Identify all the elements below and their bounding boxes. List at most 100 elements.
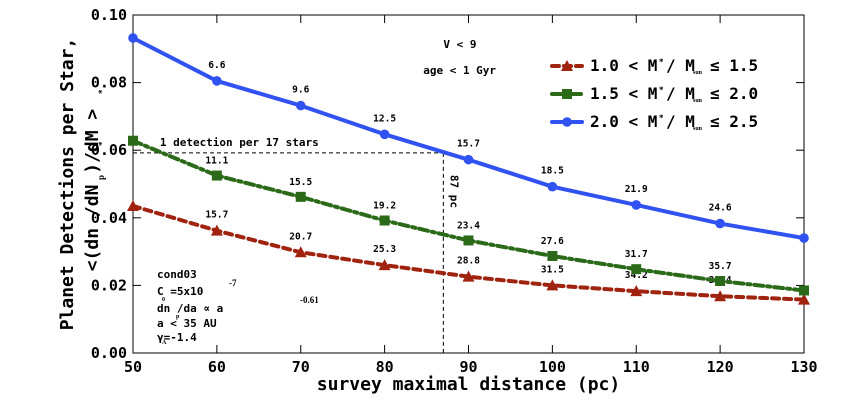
data-point (714, 290, 727, 302)
y-axis-label-2: <(dn /dN )/dM > (82, 109, 103, 272)
data-point (379, 129, 390, 140)
legend-label: ≤ 2.5 (710, 112, 758, 131)
data-label: 20.7 (289, 231, 312, 242)
data-point (211, 170, 222, 181)
data-label: 31.5 (541, 264, 564, 275)
data-label: 35.7 (709, 261, 732, 272)
annotation-vmag: V < 9 (443, 38, 476, 51)
data-label: 25.3 (373, 244, 396, 255)
data-label: 12.5 (373, 113, 396, 124)
data-point (547, 250, 558, 261)
legend-subscript: * (659, 113, 664, 123)
data-point (210, 224, 223, 236)
y-tick-label: 0.02 (91, 276, 127, 294)
data-label: 24.6 (709, 203, 732, 214)
data-point (630, 285, 643, 297)
data-point (798, 293, 810, 305)
legend-label: 1.5 < M (590, 84, 657, 103)
x-tick-label: 50 (124, 358, 142, 376)
legend-subscript: * (659, 85, 664, 95)
note-c0: C =5x10 (157, 285, 203, 298)
y-tick-label: 0.00 (91, 344, 127, 362)
data-label: 34.2 (625, 270, 648, 281)
reference-label: 87 pc (447, 175, 460, 208)
data-point (462, 270, 475, 282)
y-axis-label-subscript: * (97, 89, 107, 94)
data-label: 15.7 (457, 139, 480, 150)
legend-label: 1.0 < M (590, 56, 657, 75)
data-point (127, 199, 139, 211)
note-subscript: A (162, 340, 167, 346)
y-tick-label: 0.06 (91, 141, 127, 159)
data-label: 21.9 (625, 184, 648, 195)
data-point (799, 285, 809, 296)
data-point (715, 276, 726, 287)
note-subscript: p (176, 314, 180, 320)
data-point (379, 215, 390, 226)
x-tick-label: 110 (623, 358, 650, 376)
data-label: 19.2 (373, 201, 396, 212)
note-semimajor: a < 35 AU (157, 317, 217, 330)
legend-label: ≤ 2.0 (710, 84, 758, 103)
legend-subscript: * (659, 57, 664, 67)
legend-label: 2.0 < M (590, 112, 657, 131)
data-label: 28.8 (457, 256, 480, 267)
x-tick-label: 70 (292, 358, 310, 376)
y-tick-label: 0.08 (91, 74, 127, 92)
data-label: 27.6 (541, 236, 564, 247)
legend-subscript: sun (693, 70, 703, 76)
reference-text: 1 detection per 17 stars (160, 136, 319, 149)
data-point (295, 191, 306, 202)
legend-label: / M (666, 84, 695, 103)
y-axis-label-subscript: * (97, 141, 107, 146)
data-point (294, 246, 307, 258)
legend-marker (561, 60, 573, 71)
data-point (715, 218, 725, 229)
data-point (631, 264, 642, 275)
legend-marker (562, 89, 572, 99)
x-tick-label: 130 (790, 358, 817, 376)
data-point (631, 200, 642, 210)
data-label: 9.6 (292, 85, 309, 96)
data-label: 15.7 (205, 210, 228, 221)
x-tick-label: 90 (459, 358, 477, 376)
x-tick-label: 80 (376, 358, 394, 376)
note-period: dn /da ∝ a (157, 302, 223, 315)
legend-label: ≤ 1.5 (710, 56, 758, 75)
data-point (546, 279, 559, 291)
y-axis-label: Planet Detections per Star, (57, 38, 78, 331)
data-label: 15.5 (289, 177, 312, 188)
data-point (295, 100, 306, 111)
note-model: cond03 (157, 268, 197, 281)
data-label: 23.4 (457, 220, 480, 231)
x-tick-label: 60 (208, 358, 226, 376)
data-label: 11.1 (205, 156, 228, 167)
note-superscript: -7 (229, 278, 237, 288)
data-point (463, 235, 474, 246)
data-label: 31.7 (625, 249, 648, 260)
legend-subscript: sun (693, 98, 703, 104)
legend-subscript: sun (693, 126, 703, 132)
x-axis-label: survey maximal distance (pc) (317, 374, 620, 395)
data-point (463, 154, 474, 165)
data-label: 18.5 (541, 166, 564, 177)
data-point (212, 76, 222, 86)
note-gamma: γ=-1.4 (157, 331, 197, 344)
data-point (547, 181, 558, 192)
data-point (128, 33, 138, 43)
annotation-age: age < 1 Gyr (423, 64, 496, 77)
legend-label: / M (666, 112, 695, 131)
legend-marker (562, 117, 572, 127)
x-tick-label: 120 (707, 358, 734, 376)
y-tick-label: 0.10 (91, 6, 127, 24)
legend-label: / M (666, 56, 695, 75)
data-point (128, 135, 138, 146)
x-tick-label: 100 (539, 358, 566, 376)
note-superscript: -0.61 (300, 295, 319, 305)
data-point (378, 259, 391, 271)
data-label: 6.6 (208, 60, 225, 71)
data-point (799, 233, 809, 243)
y-axis-label-subscript: p (96, 175, 106, 180)
